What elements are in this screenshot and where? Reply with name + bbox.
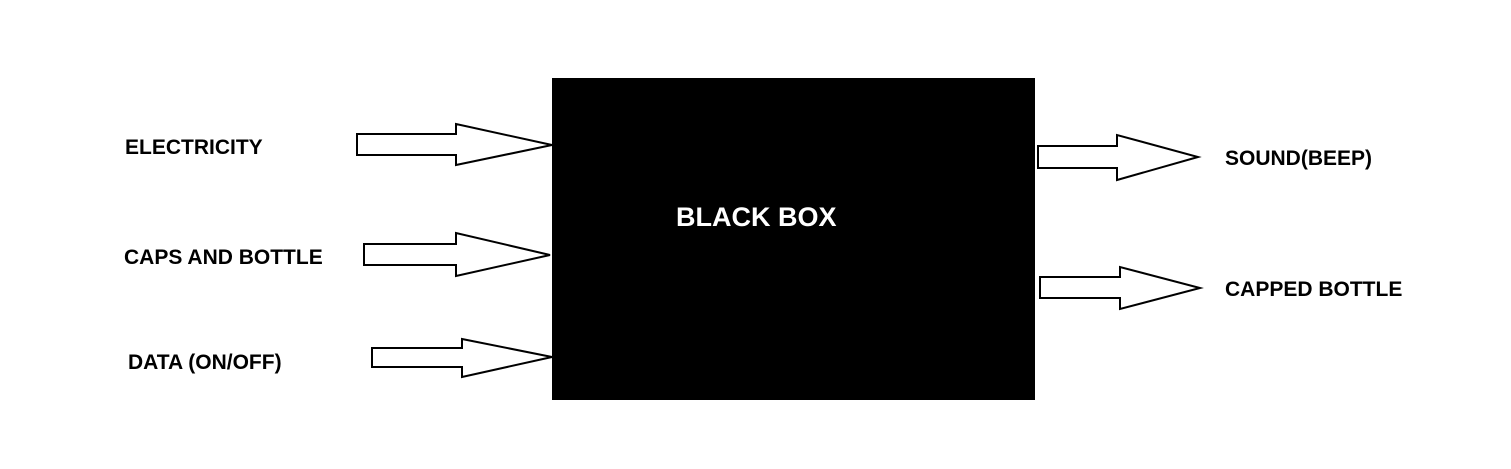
input-label-data: DATA (ON/OFF) [128, 351, 282, 374]
black-box-label: BLACK BOX [676, 202, 837, 232]
input-label-caps-and-bottle: CAPS AND BOTTLE [124, 246, 323, 269]
hollow-right-arrow-icon [356, 122, 553, 167]
hollow-right-arrow-icon [371, 337, 553, 379]
output-label-sound-beep: SOUND(BEEP) [1225, 147, 1373, 170]
input-label-electricity: ELECTRICITY [125, 136, 263, 159]
black-box: BLACK BOX [552, 78, 1035, 400]
hollow-right-arrow-icon [1037, 133, 1202, 182]
hollow-right-arrow-icon [1039, 265, 1204, 311]
hollow-right-arrow-icon [363, 231, 551, 278]
output-label-capped-bottle: CAPPED BOTTLE [1225, 278, 1403, 301]
